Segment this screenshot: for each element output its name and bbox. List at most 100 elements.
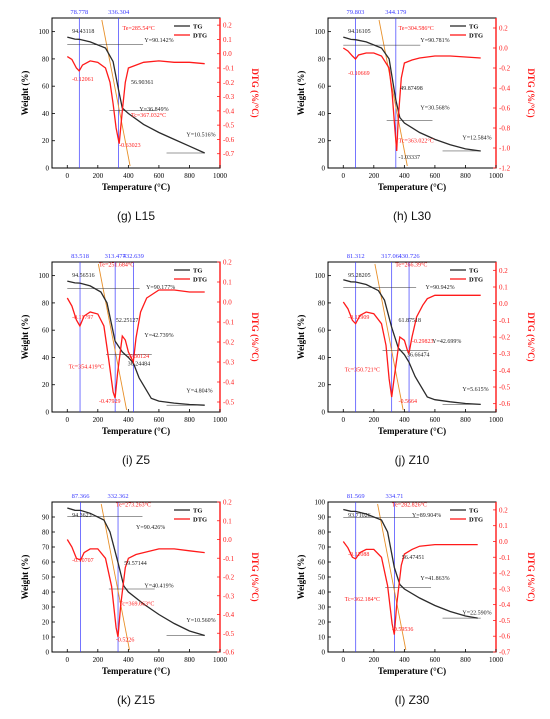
y-right-axis-label: DTG (%/°C) bbox=[250, 312, 260, 361]
peak-marker-label: 78.778 bbox=[70, 9, 88, 16]
y-right-tick-label: 0.2 bbox=[223, 22, 232, 30]
annotation-label: 36.24484 bbox=[128, 362, 151, 368]
legend-dtg-label: DTG bbox=[193, 517, 207, 524]
y-left-tick-label: 0 bbox=[322, 409, 326, 417]
legend-dtg-label: DTG bbox=[193, 33, 207, 40]
x-tick-label: 0 bbox=[66, 416, 70, 424]
annotation-label: -0.12061 bbox=[72, 77, 94, 83]
y-left-tick-label: 100 bbox=[39, 28, 50, 36]
tangent-line bbox=[100, 503, 130, 651]
annotation-label: -0.29823 bbox=[412, 339, 434, 345]
x-tick-label: 0 bbox=[66, 656, 70, 664]
annotation-label: Y=5.615% bbox=[462, 387, 488, 393]
annotation-label: Y=90.426% bbox=[136, 525, 165, 531]
x-tick-label: 600 bbox=[430, 656, 441, 664]
y-left-tick-label: 30 bbox=[318, 604, 326, 612]
y-left-tick-label: 60 bbox=[42, 327, 50, 335]
y-right-tick-label: -0.1 bbox=[223, 65, 235, 73]
y-left-tick-label: 40 bbox=[42, 110, 50, 118]
annotation-label: -0.30124 bbox=[128, 354, 150, 360]
peak-marker-label: 87.366 bbox=[72, 493, 91, 500]
annotation-label: 56.47451 bbox=[402, 555, 425, 561]
annotation-label: Tc=369.663°C bbox=[119, 601, 154, 608]
y-right-tick-label: -0.4 bbox=[223, 379, 235, 387]
y-right-axis-label: DTG (%/°C) bbox=[250, 68, 260, 117]
annotation-label: Y=36.849% bbox=[139, 107, 168, 113]
x-axis-label: Temperature (°C) bbox=[102, 182, 170, 192]
y-right-tick-label: -0.5 bbox=[223, 399, 235, 407]
x-axis-label: Temperature (°C) bbox=[102, 426, 170, 436]
annotation-label: Te=285.54°C bbox=[123, 25, 155, 32]
tangent-line bbox=[97, 263, 128, 411]
panel-caption: (l) Z30 bbox=[395, 693, 430, 707]
x-tick-label: 0 bbox=[342, 172, 346, 180]
legend-dtg-label: DTG bbox=[469, 277, 483, 284]
annotation-label: Y=12.584% bbox=[462, 136, 491, 142]
dtg-series-line bbox=[66, 289, 205, 399]
y-right-tick-label: -0.7 bbox=[499, 649, 511, 657]
peak-marker-label: 430.726 bbox=[398, 253, 420, 260]
x-axis-label: Temperature (°C) bbox=[102, 666, 170, 676]
x-tick-label: 400 bbox=[399, 416, 410, 424]
y-right-tick-label: 0.1 bbox=[499, 284, 508, 292]
y-right-tick-label: -0.2 bbox=[223, 339, 235, 347]
y-right-tick-label: 0.2 bbox=[223, 499, 232, 507]
annotation-label: -1.03337 bbox=[399, 155, 421, 161]
annotation-label: -0.63023 bbox=[119, 143, 141, 149]
y-right-tick-label: 0.0 bbox=[223, 536, 232, 544]
y-left-tick-label: 100 bbox=[39, 272, 50, 280]
y-right-tick-label: 0.0 bbox=[499, 538, 508, 546]
dtg-series-line bbox=[342, 541, 478, 635]
dtg-series-line bbox=[66, 56, 205, 144]
y-right-tick-label: 0.2 bbox=[499, 25, 508, 33]
y-right-axis-label: DTG (%/°C) bbox=[526, 68, 536, 117]
y-right-axis-label: DTG (%/°C) bbox=[526, 552, 536, 601]
x-tick-label: 800 bbox=[184, 656, 195, 664]
y-left-tick-label: 20 bbox=[42, 137, 50, 145]
y-right-tick-label: -0.6 bbox=[499, 633, 511, 641]
annotation-label: Y=40.419% bbox=[144, 584, 173, 590]
tg-series-line bbox=[343, 279, 481, 406]
peak-marker-label: 81.569 bbox=[347, 493, 365, 500]
y-right-tick-label: -0.5 bbox=[223, 630, 235, 638]
y-right-tick-label: -0.1 bbox=[223, 555, 235, 563]
y-left-tick-label: 40 bbox=[318, 589, 326, 597]
y-right-tick-label: -0.1 bbox=[499, 554, 511, 562]
y-right-tick-label: 0.1 bbox=[223, 279, 232, 287]
legend-dtg-label: DTG bbox=[193, 277, 207, 284]
x-axis-label: Temperature (°C) bbox=[378, 426, 446, 436]
x-tick-label: 0 bbox=[66, 172, 70, 180]
annotation-label: 52.25127 bbox=[116, 318, 139, 324]
annotation-label: Y=90.177% bbox=[146, 285, 175, 291]
legend-tg-label: TG bbox=[193, 268, 202, 275]
y-left-tick-label: 30 bbox=[42, 604, 50, 612]
y-right-tick-label: -0.4 bbox=[499, 601, 511, 609]
y-right-tick-label: -0.6 bbox=[499, 400, 511, 408]
x-tick-label: 800 bbox=[460, 416, 471, 424]
y-left-tick-label: 0 bbox=[46, 649, 50, 657]
legend-tg-label: TG bbox=[469, 508, 478, 515]
peak-marker-label: 332.362 bbox=[107, 493, 128, 500]
annotation-label: 94.3623 bbox=[72, 513, 92, 519]
y-right-tick-label: -0.4 bbox=[223, 107, 235, 115]
annotation-label: Tc=362.184°C bbox=[345, 596, 380, 603]
x-tick-label: 200 bbox=[93, 172, 104, 180]
y-left-tick-label: 80 bbox=[318, 529, 326, 537]
x-tick-label: 1000 bbox=[489, 416, 504, 424]
y-left-tick-label: 60 bbox=[318, 83, 326, 91]
peak-marker-label: 81.312 bbox=[347, 253, 365, 260]
x-axis-label: Temperature (°C) bbox=[378, 182, 446, 192]
y-right-tick-label: -0.6 bbox=[223, 136, 235, 144]
legend-dtg-label: DTG bbox=[469, 517, 483, 524]
panel-caption: (g) L15 bbox=[117, 209, 155, 223]
annotation-label: 56.90361 bbox=[131, 80, 154, 86]
x-tick-label: 200 bbox=[93, 416, 104, 424]
y-left-tick-label: 100 bbox=[315, 272, 326, 280]
annotation-label: Tc=363.022°C bbox=[399, 138, 434, 145]
annotation-label: -0.10707 bbox=[72, 558, 94, 564]
y-left-tick-label: 20 bbox=[318, 381, 326, 389]
y-left-tick-label: 60 bbox=[42, 83, 50, 91]
x-tick-label: 0 bbox=[342, 656, 346, 664]
chart-panel: 0 200 400 600 800 1000 0 10 20 30 40 50 60 70 80 90 0.2 0… bbox=[20, 493, 260, 707]
